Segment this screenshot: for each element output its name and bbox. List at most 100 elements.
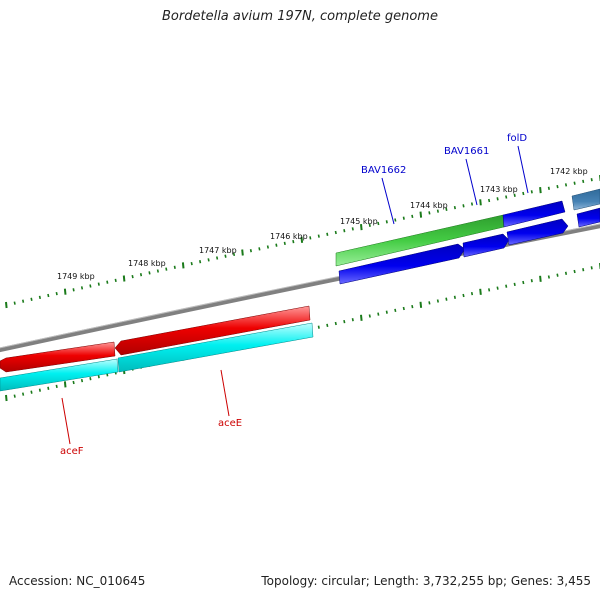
reverse-features — [0, 305, 314, 392]
forward-features — [335, 188, 600, 285]
minor-tick — [496, 197, 499, 201]
major-tick — [539, 187, 542, 194]
major-tick — [360, 314, 363, 321]
minor-tick — [72, 380, 75, 385]
minor-tick — [556, 273, 559, 277]
leader-line-bav1662 — [381, 177, 395, 225]
cds-bav1662[interactable] — [338, 243, 466, 285]
minor-tick — [22, 392, 25, 396]
minor-tick — [470, 202, 474, 206]
minor-tick — [232, 252, 236, 257]
minor-tick — [343, 229, 346, 233]
cds-acef[interactable] — [0, 341, 116, 373]
topology-text: Topology: circular; Length: 3,732,255 bp… — [261, 574, 591, 588]
minor-tick — [139, 273, 143, 277]
label-leaders — [61, 145, 529, 445]
tick-label: 1749 kbp — [57, 272, 95, 281]
minor-tick — [547, 186, 550, 190]
minor-tick — [402, 216, 405, 220]
gene-acef-band[interactable] — [0, 358, 119, 392]
minor-tick — [436, 299, 439, 303]
minor-tick — [22, 299, 25, 303]
tick-label: 1744 kbp — [410, 201, 448, 210]
minor-tick — [114, 278, 117, 283]
minor-tick — [488, 198, 491, 203]
minor-tick — [530, 190, 533, 194]
minor-tick — [351, 227, 354, 231]
minor-tick — [530, 279, 533, 283]
minor-tick — [377, 221, 380, 226]
minor-tick — [436, 209, 439, 213]
minor-tick — [470, 291, 474, 296]
major-tick — [241, 249, 244, 256]
minor-tick — [590, 178, 593, 182]
minor-tick — [394, 218, 397, 222]
minor-tick — [334, 230, 337, 235]
major-tick — [181, 262, 185, 269]
cds-bav1661[interactable] — [462, 233, 510, 258]
major-tick — [360, 224, 363, 231]
minor-tick — [462, 293, 465, 298]
major-tick — [419, 211, 423, 218]
minor-tick — [582, 179, 585, 184]
major-tick — [300, 236, 304, 243]
minor-tick — [216, 256, 219, 260]
minor-tick — [428, 301, 431, 305]
minor-tick — [249, 249, 252, 253]
minor-tick — [55, 291, 58, 296]
minor-tick — [292, 239, 295, 244]
minor-tick — [317, 325, 320, 329]
major-tick — [122, 275, 126, 282]
feature-steelblue[interactable] — [571, 188, 600, 211]
gene-acee-band[interactable] — [117, 322, 314, 373]
minor-tick — [453, 205, 456, 210]
minor-tick — [72, 288, 75, 292]
tick-label: 1748 kbp — [128, 259, 166, 268]
cds-right-edge[interactable] — [576, 207, 600, 228]
minor-tick — [368, 314, 371, 318]
tick-label: 1745 kbp — [340, 217, 378, 226]
minor-tick — [411, 214, 414, 219]
minor-tick — [522, 280, 525, 285]
gene-fold-band[interactable] — [502, 200, 566, 228]
minor-tick — [38, 388, 41, 392]
minor-tick — [131, 274, 134, 279]
major-tick — [63, 288, 67, 295]
minor-tick — [309, 236, 312, 240]
minor-tick — [173, 265, 176, 269]
minor-tick — [106, 280, 109, 284]
tick-label: 1743 kbp — [480, 185, 518, 194]
minor-tick — [411, 304, 414, 309]
minor-tick — [368, 223, 371, 227]
leader-line-bav1661 — [465, 158, 478, 206]
major-tick — [539, 275, 542, 282]
gene-label-acef[interactable]: aceF — [60, 446, 84, 457]
minor-tick — [317, 234, 320, 238]
major-tick — [479, 288, 482, 295]
minor-tick — [207, 258, 210, 262]
gene-label-bav1661[interactable]: BAV1661 — [444, 146, 489, 157]
minor-tick — [30, 390, 33, 394]
minor-tick — [513, 282, 516, 287]
minor-tick — [266, 245, 269, 249]
minor-tick — [13, 301, 16, 305]
tick-labels: 1749 kbp 1748 kbp 1747 kbp 1746 kbp 1745… — [57, 167, 588, 281]
minor-tick — [224, 254, 227, 258]
cds-fold[interactable] — [506, 218, 569, 246]
minor-tick — [564, 183, 568, 187]
minor-tick — [505, 284, 508, 288]
cds-acee[interactable] — [114, 305, 311, 356]
major-tick — [5, 394, 8, 402]
minor-tick — [377, 312, 380, 316]
minor-tick — [505, 195, 508, 199]
gene-label-fold[interactable]: folD — [507, 133, 527, 144]
minor-tick — [547, 275, 550, 279]
minor-tick — [38, 295, 41, 300]
minor-tick — [326, 232, 329, 236]
minor-tick — [97, 282, 100, 286]
minor-tick — [351, 318, 354, 322]
gene-label-bav1662[interactable]: BAV1662 — [361, 165, 406, 176]
gene-label-acee[interactable]: aceE — [218, 418, 242, 429]
major-tick — [419, 301, 423, 308]
